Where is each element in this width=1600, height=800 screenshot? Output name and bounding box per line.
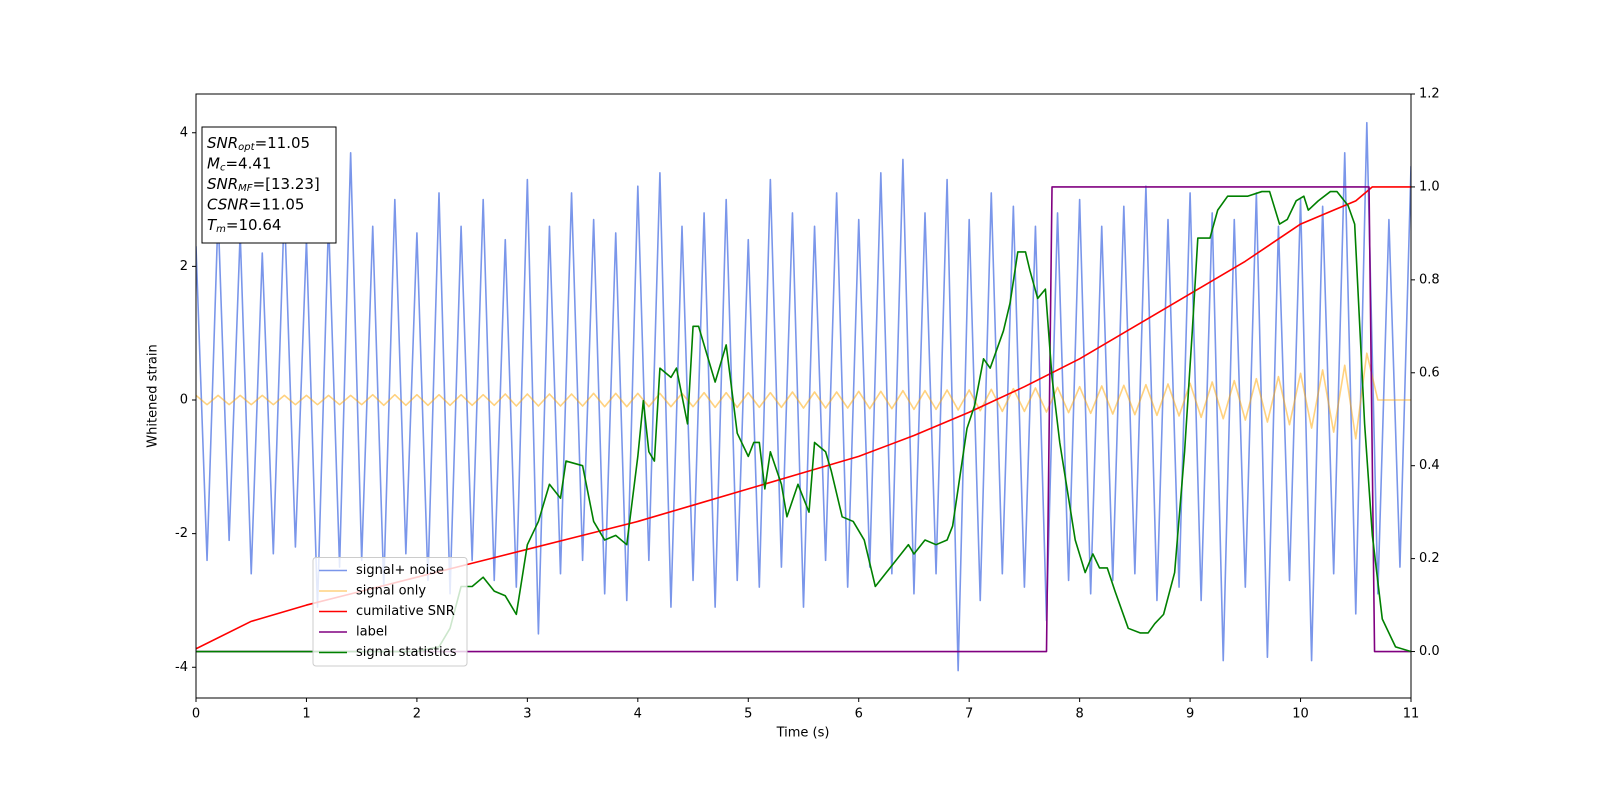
y2-tick-label: 1.0 bbox=[1419, 179, 1440, 194]
annotation-box bbox=[201, 126, 337, 244]
annotation-sub: m bbox=[216, 224, 226, 235]
y-tick-label: -2 bbox=[175, 526, 188, 541]
x-tick-label: 5 bbox=[744, 707, 752, 722]
annotation-main: T bbox=[207, 216, 218, 234]
annotation-rest: =10.64 bbox=[226, 216, 282, 234]
annotation-line: Mc=4.41 bbox=[207, 154, 271, 174]
x-tick-label: 1 bbox=[302, 707, 310, 722]
series-line bbox=[196, 121, 1411, 672]
legend-label: label bbox=[356, 625, 387, 640]
x-tick-label: 10 bbox=[1292, 707, 1309, 722]
legend-label: signal only bbox=[356, 584, 426, 599]
annotation-sub: c bbox=[220, 163, 226, 174]
y2-tick-label: 1.2 bbox=[1419, 87, 1440, 102]
annotation-sub: MF bbox=[238, 183, 253, 194]
x-tick-label: 7 bbox=[965, 707, 973, 722]
annotation-rest: =11.05 bbox=[249, 195, 305, 213]
annotation-main: M bbox=[207, 154, 220, 172]
x-tick-label: 0 bbox=[192, 707, 200, 722]
annotation-line: CSNR=11.05 bbox=[207, 195, 304, 213]
annotation: SNRopt=11.05Mc=4.41SNRMF=[13.23]CSNR=11.… bbox=[201, 126, 337, 244]
series-line bbox=[196, 352, 1411, 440]
y-axis-label: Whitened strain bbox=[146, 344, 161, 447]
x-tick-label: 8 bbox=[1075, 707, 1083, 722]
annotation-rest: =[13.23] bbox=[253, 175, 320, 193]
y-tick-label: 4 bbox=[180, 125, 188, 140]
x-axis-label: Time (s) bbox=[776, 726, 830, 741]
x-tick-label: 6 bbox=[855, 707, 863, 722]
annotation-sub: opt bbox=[238, 142, 255, 153]
annotation-main: SNR bbox=[207, 175, 238, 193]
annotation-rest: =4.41 bbox=[225, 154, 271, 172]
y2-tick-label: 0.6 bbox=[1419, 365, 1440, 380]
legend-box bbox=[312, 557, 468, 667]
y2-tick-label: 0.4 bbox=[1419, 458, 1440, 473]
plot-frame bbox=[195, 93, 1412, 699]
annotation-line: SNRopt=11.05 bbox=[207, 134, 310, 154]
annotation-main: SNR bbox=[207, 134, 238, 152]
x-tick-label: 4 bbox=[634, 707, 642, 722]
x-tick-label: 2 bbox=[413, 707, 421, 722]
y2-tick-label: 0.2 bbox=[1419, 551, 1440, 566]
legend: signal+ noise signal only cumilative SNR la… bbox=[312, 557, 468, 667]
annotation-line: Tm=10.64 bbox=[207, 216, 281, 236]
x-tick-label: 11 bbox=[1403, 707, 1420, 722]
y-tick-label: 0 bbox=[180, 393, 188, 408]
ticks: 0 1 2 3 4 5 6 7 8 9 10 11 -4 -2 0 2 4 0.0 0.2 0.4 0.6 0.8 1.0 1… bbox=[175, 87, 1440, 722]
annotation-line: SNRMF=[13.23] bbox=[207, 175, 320, 195]
series-line bbox=[196, 190, 1411, 653]
x-tick-label: 3 bbox=[523, 707, 531, 722]
y-tick-label: 2 bbox=[180, 259, 188, 274]
legend-label: cumilative SNR bbox=[356, 604, 455, 619]
series-line bbox=[196, 186, 1411, 653]
x-tick-label: 9 bbox=[1186, 707, 1194, 722]
y2-tick-label: 0.8 bbox=[1419, 272, 1440, 287]
annotation-rest: =11.05 bbox=[255, 134, 311, 152]
y2-tick-label: 0.0 bbox=[1419, 644, 1440, 659]
annotation-main: CSNR bbox=[207, 195, 249, 213]
legend-label: signal statistics bbox=[356, 645, 457, 660]
legend-label: signal+ noise bbox=[356, 563, 444, 578]
y-tick-label: -4 bbox=[175, 660, 188, 675]
